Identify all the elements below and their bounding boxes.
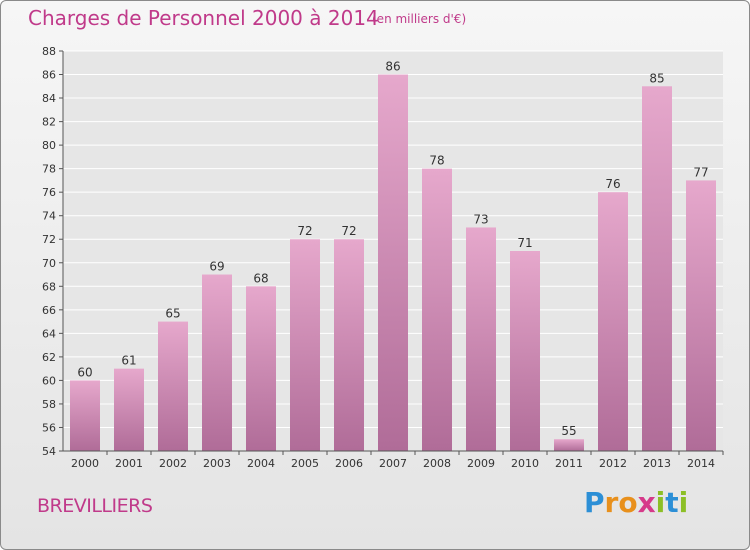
y-tick-label: 82 [42,116,56,129]
bar-2003 [202,274,232,451]
bar-2014 [686,180,716,452]
x-tick-label-2007: 2007 [379,457,407,470]
bar-2012 [598,192,628,452]
y-tick-label: 68 [42,280,56,293]
x-tick-label-2012: 2012 [599,457,627,470]
x-tick-label-2006: 2006 [335,457,363,470]
y-tick-label: 72 [42,233,56,246]
bar-2002 [158,321,188,451]
y-tick-label: 76 [42,186,56,199]
value-label-2010: 71 [517,236,532,250]
x-tick-label-2004: 2004 [247,457,275,470]
logo-letter: i [678,486,689,519]
bar-2011 [554,439,584,451]
value-label-2006: 72 [341,224,356,238]
value-label-2011: 55 [561,424,576,438]
value-label-2012: 76 [605,177,620,191]
value-label-2007: 86 [385,60,400,74]
y-tick-label: 78 [42,163,56,176]
value-label-2013: 85 [649,71,664,85]
logo-letter: P [584,486,605,519]
y-tick-label: 64 [42,327,56,340]
bar-2009 [466,227,496,451]
y-tick-label: 80 [42,139,56,152]
bar-2006 [334,239,364,451]
bar-2000 [70,380,100,451]
y-axis: 54 56 58 60 62 64 66 68 70 72 74 76 78 80 82 84 86 88 [42,45,64,458]
bar-2004 [246,286,276,451]
chart-title: Charges de Personnel 2000 à 2014 [28,6,379,30]
y-tick-label: 66 [42,304,56,317]
x-tick-label-2013: 2013 [643,457,671,470]
value-label-2008: 78 [429,154,444,168]
value-label-2001: 61 [121,354,136,368]
bar-2005 [290,239,320,451]
y-tick-label: 84 [42,92,56,105]
value-label-2000: 60 [77,365,92,379]
y-tick-label: 56 [42,421,56,434]
proxiti-logo[interactable]: Proxiti [584,486,688,519]
x-tick-label-2000: 2000 [71,457,99,470]
x-tick-label-2010: 2010 [511,457,539,470]
value-label-2009: 73 [473,212,488,226]
value-label-2003: 69 [209,260,224,274]
y-tick-label: 70 [42,257,56,270]
x-tick-label-2001: 2001 [115,457,143,470]
value-label-2002: 65 [165,307,180,321]
y-tick-label: 62 [42,351,56,364]
bars [70,74,716,452]
logo-letter: t [665,486,679,519]
logo-letter: x [637,486,656,519]
x-axis: 2000 2001 2002 2003 2004 2005 2006 2007 2008 2009… [63,450,724,470]
commune-name: BREVILLIERS [37,495,153,517]
bar-2010 [510,251,540,451]
y-tick-label: 54 [42,445,56,458]
bar-2013 [642,86,672,451]
y-tick-label: 86 [42,69,56,82]
value-label-2005: 72 [297,224,312,238]
value-label-2014: 77 [693,165,708,179]
y-tick-label: 88 [42,45,56,58]
y-tick-label: 74 [42,210,56,223]
logo-letter: r [604,486,619,519]
value-labels: 60 61 65 69 68 72 72 86 78 73 71 55 76 85 77 [77,60,708,439]
x-tick-label-2009: 2009 [467,457,495,470]
bar-2007 [378,74,408,451]
bar-2008 [422,168,452,451]
bar-2001 [114,368,144,451]
x-tick-label-2008: 2008 [423,457,451,470]
x-tick-label-2011: 2011 [555,457,583,470]
x-tick-label-2003: 2003 [203,457,231,470]
logo-letter: i [655,486,666,519]
x-tick-label-2005: 2005 [291,457,319,470]
x-tick-label-2002: 2002 [159,457,187,470]
value-label-2004: 68 [253,271,268,285]
x-tick-label-2014: 2014 [687,457,715,470]
chart-subtitle: (en milliers d'€) [372,12,467,26]
y-tick-label: 60 [42,374,56,387]
y-tick-label: 58 [42,398,56,411]
logo-letter: o [618,486,638,519]
